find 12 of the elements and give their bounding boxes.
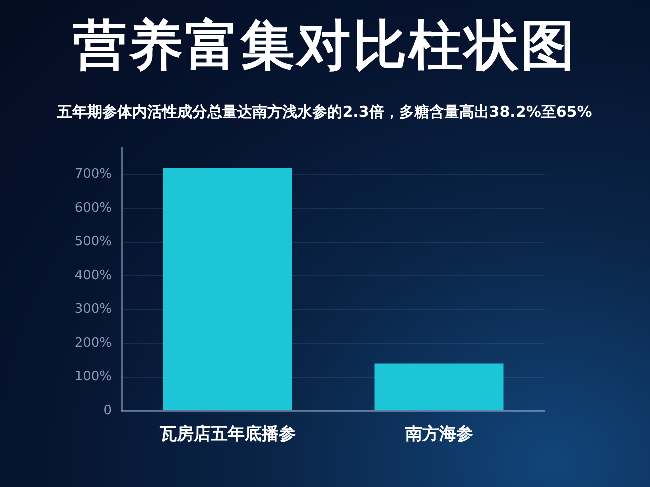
y-tick-label: 400% xyxy=(74,268,112,284)
y-tick-label: 700% xyxy=(74,167,112,182)
y-tick-label: 200% xyxy=(74,336,112,351)
chart-title: 营养富集对比柱状图 xyxy=(72,14,578,78)
chart-subtitle: 五年期参体内活性成分总量达南方浅水参的2.3倍，多糖含量高出38.2%至65% xyxy=(56,102,594,122)
x-tick-label: 南方海参 xyxy=(404,424,474,445)
y-tick-label: 300% xyxy=(74,302,112,318)
y-tick-label: 600% xyxy=(74,200,112,216)
y-tick-label: 0 xyxy=(104,403,112,418)
y-tick-label: 500% xyxy=(74,234,112,250)
x-tick-label: 瓦房店五年底播参 xyxy=(158,424,296,445)
y-tick-label: 100% xyxy=(74,370,112,385)
